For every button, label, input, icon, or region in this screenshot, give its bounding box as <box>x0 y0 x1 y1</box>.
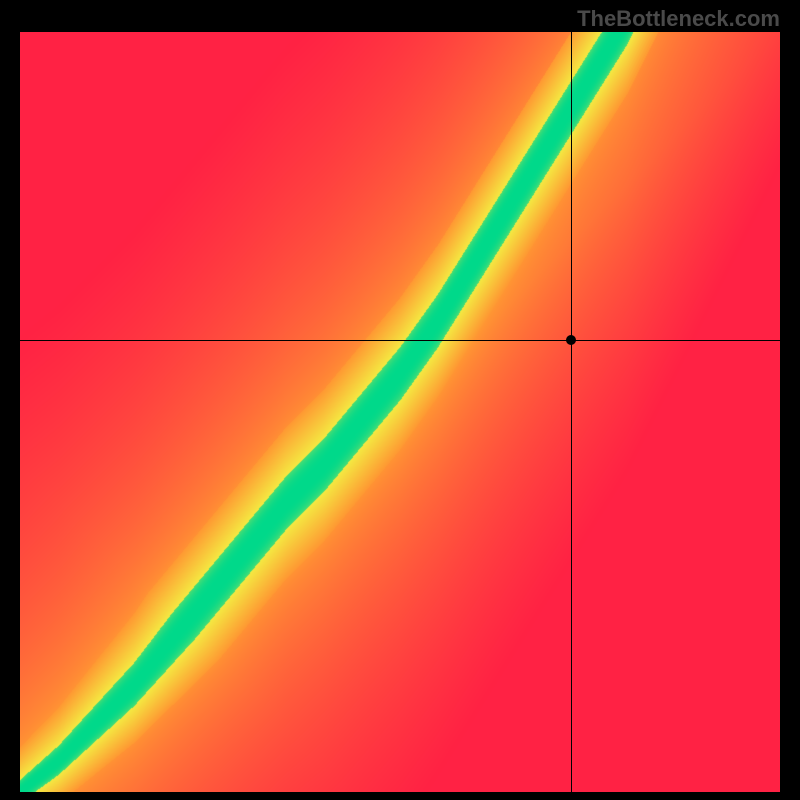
crosshair-vertical <box>571 32 572 792</box>
heatmap-plot <box>20 32 780 792</box>
crosshair-marker <box>566 335 576 345</box>
watermark-text: TheBottleneck.com <box>577 6 780 32</box>
crosshair-horizontal <box>20 340 780 341</box>
heatmap-canvas <box>20 32 780 792</box>
